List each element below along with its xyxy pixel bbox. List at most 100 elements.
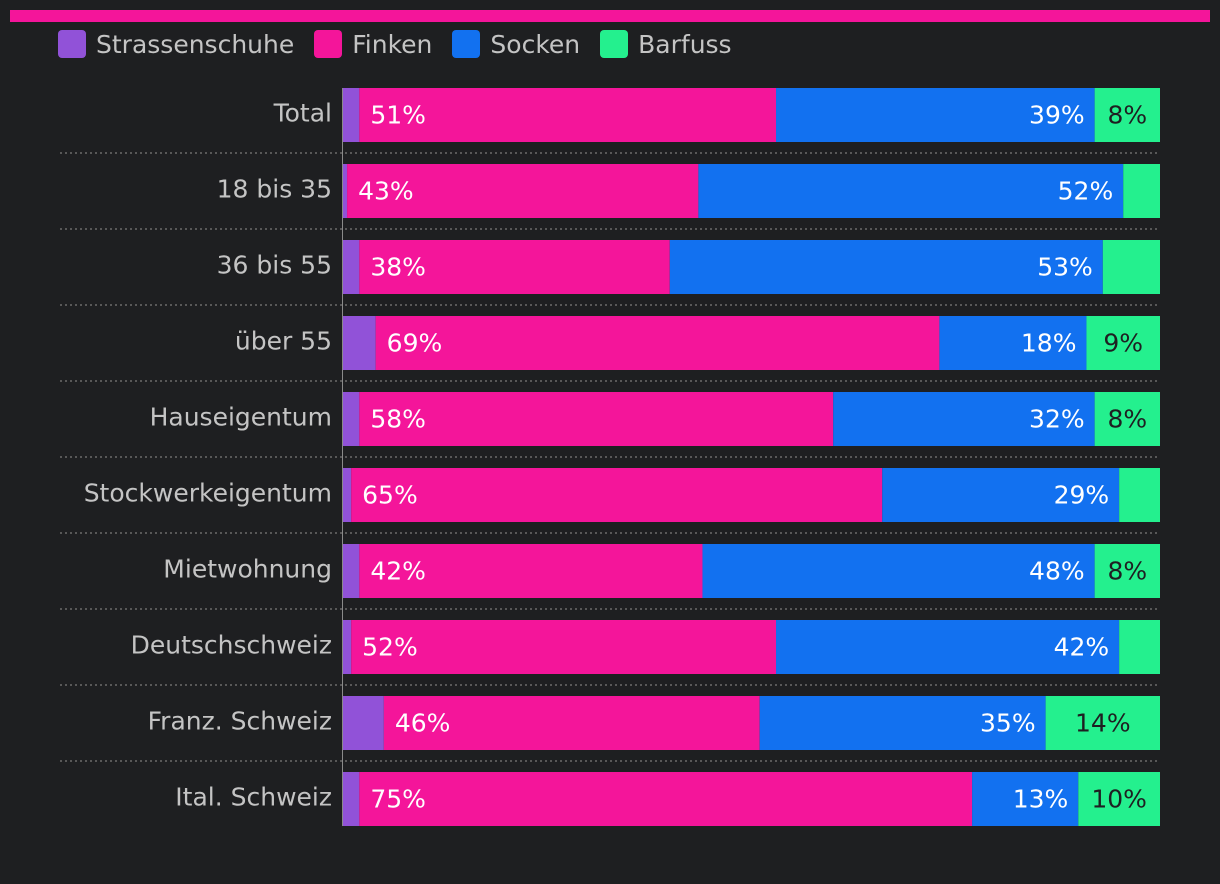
- bar-row: 36 bis 55 38% 53%: [217, 240, 1160, 294]
- data-label-finken: 51%: [370, 101, 426, 130]
- bar-segment-barfuss: [1094, 392, 1160, 446]
- data-label-finken: 75%: [370, 785, 426, 814]
- data-label-finken: 46%: [395, 709, 451, 738]
- bar-segment-strassenschuhe: [343, 88, 360, 142]
- bar-segment-barfuss: [1094, 544, 1160, 598]
- bar-segment-finken: [383, 696, 760, 750]
- bar-segment-socken: [972, 772, 1079, 826]
- accent-bar: [10, 10, 1210, 22]
- bar-row: Stockwerkeigentum 65% 29%: [84, 468, 1160, 522]
- category-label: Mietwohnung: [163, 555, 332, 584]
- bar-row: 18 bis 35 43% 52%: [217, 164, 1160, 218]
- category-label: Deutschschweiz: [131, 631, 332, 660]
- category-label: Franz. Schweiz: [148, 707, 332, 736]
- bar-segment-socken: [776, 88, 1095, 142]
- bar-segment-barfuss: [1123, 164, 1160, 218]
- legend-swatch: [314, 30, 343, 58]
- bar-segment-barfuss: [1094, 88, 1160, 142]
- data-label-barfuss: 9%: [1103, 329, 1143, 358]
- bar-segment-finken: [351, 620, 777, 674]
- bar-segment-strassenschuhe: [343, 772, 360, 826]
- bar-row: Franz. Schweiz 46% 35% 14%: [148, 696, 1160, 750]
- bar-segment-barfuss: [1119, 620, 1160, 674]
- data-label-finken: 52%: [362, 633, 418, 662]
- bar-row: Total 51% 39% 8%: [273, 88, 1160, 142]
- bar-segment-strassenschuhe: [343, 620, 352, 674]
- bar-segment-strassenschuhe: [343, 468, 352, 522]
- bar-row: Hauseigentum 58% 32% 8%: [150, 392, 1160, 446]
- category-label: Ital. Schweiz: [175, 783, 332, 812]
- data-label-finken: 65%: [362, 481, 418, 510]
- bar-segment-socken: [776, 620, 1120, 674]
- data-label-finken: 58%: [370, 405, 426, 434]
- category-label: über 55: [235, 327, 332, 356]
- bar-row: Ital. Schweiz 75% 13% 10%: [175, 772, 1160, 826]
- category-label: Hauseigentum: [150, 403, 332, 432]
- data-label-finken: 38%: [370, 253, 426, 282]
- data-label-socken: 39%: [1029, 101, 1085, 130]
- data-label-socken: 48%: [1029, 557, 1085, 586]
- bar-segment-barfuss: [1119, 468, 1160, 522]
- bar-segment-socken: [669, 240, 1103, 294]
- data-label-socken: 42%: [1054, 633, 1110, 662]
- bar-segment-finken: [347, 164, 699, 218]
- category-label: Stockwerkeigentum: [84, 479, 332, 508]
- legend-swatch: [58, 30, 86, 58]
- bar-segment-strassenschuhe: [343, 392, 360, 446]
- bar-segment-socken: [702, 544, 1095, 598]
- data-label-barfuss: 14%: [1075, 709, 1131, 738]
- bar-segment-finken: [359, 772, 973, 826]
- bar-row: über 55 69% 18% 9%: [235, 316, 1160, 370]
- bar-segment-strassenschuhe: [343, 696, 384, 750]
- data-label-barfuss: 10%: [1091, 785, 1147, 814]
- bar-segment-barfuss: [1102, 240, 1160, 294]
- data-label-socken: 32%: [1029, 405, 1085, 434]
- bar-segment-strassenschuhe: [343, 164, 348, 218]
- category-label: 36 bis 55: [217, 251, 332, 280]
- bar-segment-socken: [833, 392, 1095, 446]
- category-label: Total: [273, 99, 332, 128]
- bar-segment-socken: [698, 164, 1124, 218]
- bar-segment-barfuss: [1086, 316, 1160, 370]
- legend-label: Strassenschuhe: [96, 29, 295, 59]
- bar-segment-socken: [882, 468, 1120, 522]
- legend-item-strassenschuhe: Strassenschuhe: [58, 30, 294, 59]
- legend-swatch: [452, 30, 481, 58]
- legend-label: Barfuss: [638, 29, 732, 59]
- bar-row: Deutschschweiz 52% 42%: [131, 620, 1160, 674]
- data-label-barfuss: 8%: [1107, 101, 1147, 130]
- bar-segment-finken: [359, 240, 670, 294]
- data-label-socken: 35%: [980, 709, 1036, 738]
- data-label-socken: 29%: [1054, 481, 1110, 510]
- legend-label: Finken: [352, 29, 433, 59]
- data-label-finken: 42%: [370, 557, 426, 586]
- bar-segment-socken: [939, 316, 1087, 370]
- bar-segment-finken: [351, 468, 883, 522]
- bar-segment-strassenschuhe: [343, 316, 376, 370]
- data-label-socken: 52%: [1058, 177, 1114, 206]
- bar-segment-socken: [759, 696, 1046, 750]
- bar-segment-finken: [359, 88, 777, 142]
- data-label-finken: 43%: [358, 177, 414, 206]
- category-label: 18 bis 35: [217, 175, 332, 204]
- data-label-socken: 53%: [1037, 253, 1093, 282]
- bar-segment-barfuss: [1078, 772, 1160, 826]
- legend: Strassenschuhe Finken Socken Barfuss: [58, 28, 752, 60]
- bar-segment-strassenschuhe: [343, 240, 360, 294]
- bar-segment-barfuss: [1045, 696, 1160, 750]
- bar-segment-finken: [375, 316, 940, 370]
- data-label-barfuss: 8%: [1107, 557, 1147, 586]
- legend-label: Socken: [490, 29, 581, 59]
- data-label-socken: 13%: [1013, 785, 1069, 814]
- bar-row: Mietwohnung 42% 48% 8%: [163, 544, 1160, 598]
- legend-item-finken: Finken: [314, 30, 432, 59]
- bar-segment-strassenschuhe: [343, 544, 360, 598]
- legend-swatch: [600, 30, 629, 58]
- data-label-barfuss: 8%: [1107, 405, 1147, 434]
- bar-segment-finken: [359, 392, 834, 446]
- data-label-socken: 18%: [1021, 329, 1077, 358]
- data-label-finken: 69%: [387, 329, 443, 358]
- legend-item-barfuss: Barfuss: [600, 29, 732, 59]
- legend-item-socken: Socken: [452, 30, 580, 59]
